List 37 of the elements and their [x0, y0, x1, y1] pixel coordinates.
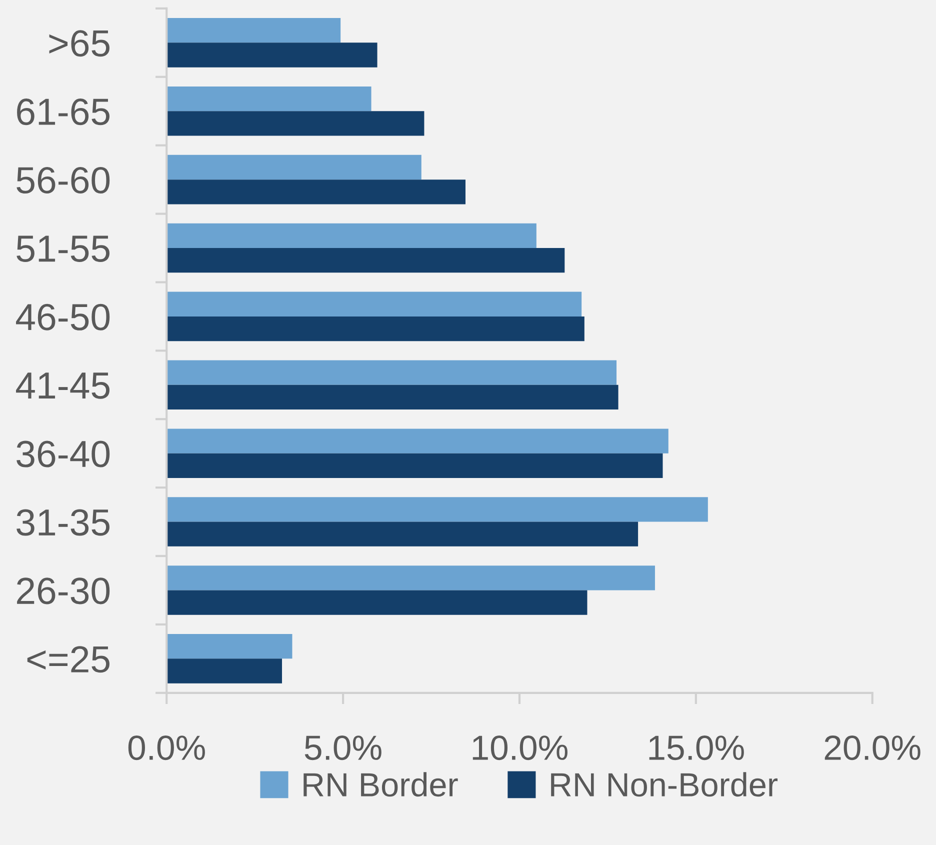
bar: [166, 154, 422, 180]
bar: [166, 316, 584, 342]
y-tick-label: 46-50: [16, 304, 110, 330]
y-tick-label: 51-55: [16, 236, 110, 262]
x-tick-label: 20.0%: [824, 735, 920, 760]
bar: [166, 180, 466, 204]
x-tick-label: 0.0%: [128, 735, 205, 760]
y-tick-label: <=25: [27, 646, 110, 673]
bar: [166, 428, 668, 454]
bar: [166, 360, 617, 385]
bar: [166, 111, 424, 136]
bar: [166, 634, 292, 659]
bar: [166, 453, 663, 478]
bar: [166, 522, 638, 546]
bar: [166, 42, 378, 68]
bar: [166, 384, 618, 410]
y-tick-label: 56-60: [16, 166, 110, 194]
legend-label: RN Non-Border: [551, 772, 778, 797]
bar: [166, 86, 372, 112]
bar: [166, 658, 282, 684]
y-tick-label: 41-45: [16, 372, 110, 399]
y-tick-label: 36-40: [16, 440, 110, 468]
bar: [166, 566, 655, 590]
x-tick-label: 10.0%: [472, 735, 568, 760]
x-tick-label: 15.0%: [649, 735, 744, 760]
y-tick-label: 26-30: [17, 578, 110, 604]
bar: [166, 18, 341, 43]
bar: [166, 497, 708, 522]
bar: [166, 590, 588, 615]
bar: [166, 292, 582, 316]
bar: [166, 223, 536, 248]
y-tick-label: 61-65: [17, 98, 110, 126]
x-tick-label: 5.0%: [304, 735, 382, 760]
y-tick-label: >65: [49, 30, 110, 57]
y-tick-label: 31-35: [16, 509, 110, 536]
legend-label: RN Border: [304, 772, 458, 797]
bar: [166, 248, 565, 273]
